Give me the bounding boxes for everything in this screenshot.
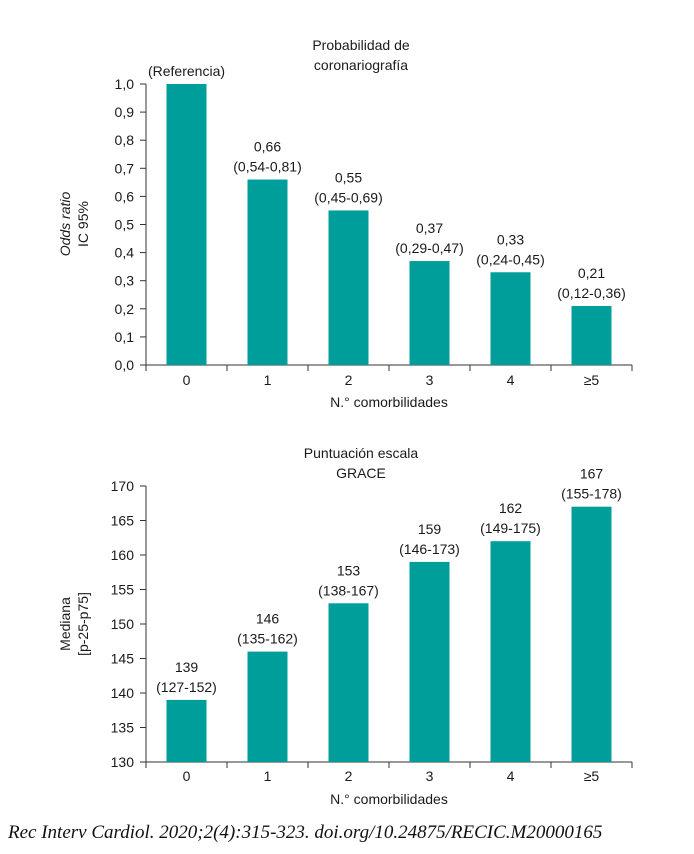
- chart-title-line: GRACE: [336, 465, 386, 481]
- data-label: 159: [418, 521, 442, 537]
- data-label: 0,66: [254, 139, 281, 155]
- data-label: 0,33: [497, 231, 524, 247]
- x-tick-label: ≥5: [584, 768, 600, 784]
- citation: Rec Interv Cardiol. 2020;2(4):315-323. d…: [8, 822, 603, 843]
- bar: [247, 179, 288, 365]
- bar: [409, 561, 450, 762]
- y-axis-title-line: [p-25-p75]: [75, 592, 91, 656]
- y-tick-label: 0,7: [115, 160, 135, 176]
- bar: [490, 272, 531, 365]
- y-tick-label: 150: [111, 616, 135, 632]
- x-tick-label: ≥5: [584, 372, 600, 388]
- x-tick-label: 1: [264, 372, 272, 388]
- data-label: 162: [499, 500, 523, 516]
- data-label: (0,29-0,47): [395, 240, 463, 256]
- bar: [409, 261, 450, 365]
- y-tick-label: 0,2: [115, 301, 135, 317]
- y-tick-label: 0,1: [115, 329, 135, 345]
- y-tick-label: 135: [111, 720, 135, 736]
- x-tick-label: 2: [345, 372, 353, 388]
- data-label: (127-152): [156, 679, 217, 695]
- chart-title-line: Puntuación escala: [304, 445, 419, 461]
- x-tick-label: 4: [507, 372, 515, 388]
- y-tick-label: 130: [111, 754, 135, 770]
- x-tick-label: 3: [426, 768, 434, 784]
- bar: [166, 699, 207, 762]
- y-tick-label: 145: [111, 651, 135, 667]
- y-tick-label: 160: [111, 547, 135, 563]
- bar: [247, 651, 288, 762]
- data-label: (146-173): [399, 541, 460, 557]
- x-axis-title: N.° comorbilidades: [330, 791, 448, 807]
- y-tick-label: 0,5: [115, 217, 135, 233]
- data-label: (0,54-0,81): [233, 159, 301, 175]
- chart-title-line: Probabilidad de: [312, 37, 410, 53]
- x-tick-label: 3: [426, 372, 434, 388]
- data-label: (155-178): [561, 486, 622, 502]
- data-label: (135-162): [237, 631, 298, 647]
- data-label: (Referencia): [148, 63, 225, 79]
- data-label: (0,24-0,45): [476, 251, 544, 267]
- y-tick-label: 0,0: [115, 357, 135, 373]
- y-axis-title: Mediana [p-25-p75]: [57, 592, 91, 656]
- data-label: 0,55: [335, 169, 362, 185]
- data-label: (149-175): [480, 520, 541, 536]
- y-tick-label: 0,9: [115, 104, 135, 120]
- y-tick-label: 155: [111, 582, 135, 598]
- y-tick-label: 165: [111, 513, 135, 529]
- x-axis-title: N.° comorbilidades: [330, 394, 448, 410]
- y-axis-title-line: Odds ratio: [57, 191, 73, 256]
- x-tick-label: 4: [507, 768, 515, 784]
- bar: [571, 506, 612, 762]
- y-axis-title: Odds ratio IC 95%: [57, 191, 91, 256]
- chart-1: Probabilidad de coronariografía Odds ratio…: [57, 37, 633, 410]
- x-tick-label: 1: [264, 768, 272, 784]
- x-tick-label: 0: [183, 768, 191, 784]
- bar: [328, 603, 369, 762]
- y-axis-title-line: Mediana: [57, 597, 73, 651]
- y-tick-label: 0,3: [115, 273, 135, 289]
- data-label: 0,21: [578, 265, 605, 281]
- data-label: 0,37: [416, 220, 443, 236]
- data-label: (0,45-0,69): [314, 189, 382, 205]
- bar: [328, 210, 369, 365]
- x-tick-label: 0: [183, 372, 191, 388]
- data-label: 153: [337, 562, 361, 578]
- data-label: 167: [580, 466, 604, 482]
- y-tick-label: 0,4: [115, 245, 135, 261]
- data-label: (0,12-0,36): [557, 285, 625, 301]
- data-label: (138-167): [318, 582, 379, 598]
- y-tick-label: 140: [111, 685, 135, 701]
- chart-2: Puntuación escala GRACE Mediana [p-25-p75] 1…: [57, 445, 633, 807]
- chart-title-line: coronariografía: [314, 57, 408, 73]
- y-tick-label: 1,0: [115, 76, 135, 92]
- bar: [490, 541, 531, 762]
- y-axis-title-line: IC 95%: [75, 201, 91, 247]
- data-label: 146: [256, 611, 280, 627]
- bar: [166, 84, 207, 365]
- y-tick-label: 170: [111, 478, 135, 494]
- x-tick-label: 2: [345, 768, 353, 784]
- data-label: 139: [175, 659, 199, 675]
- y-tick-label: 0,6: [115, 188, 135, 204]
- y-tick-label: 0,8: [115, 132, 135, 148]
- bar: [571, 305, 612, 365]
